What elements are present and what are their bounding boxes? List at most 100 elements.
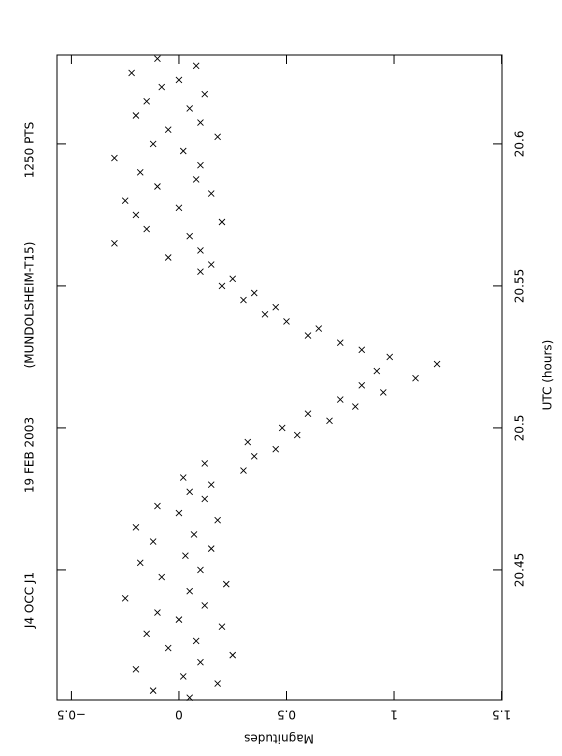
title-part: J4 OCC J1 <box>23 572 37 629</box>
data-point <box>272 303 280 311</box>
data-point <box>186 488 194 496</box>
data-point <box>192 637 200 645</box>
data-point <box>179 474 187 481</box>
data-point <box>132 112 140 119</box>
data-point <box>293 431 301 439</box>
data-point <box>201 495 209 503</box>
title-part: 1250 PTS <box>23 122 37 179</box>
data-point <box>283 318 290 325</box>
data-point <box>175 76 183 84</box>
data-point <box>192 62 200 70</box>
data-point <box>132 523 140 531</box>
data-point <box>197 119 204 126</box>
data-point <box>304 410 312 418</box>
y-tick-label: 0 <box>175 708 183 722</box>
data-point <box>175 204 183 212</box>
data-point <box>128 69 135 77</box>
data-point <box>186 694 194 702</box>
title-part: (MUNDOLSHEIM-T15) <box>23 242 37 369</box>
data-point <box>207 261 215 268</box>
data-point <box>250 452 258 460</box>
data-point <box>261 310 269 318</box>
y-axis-label: Magnitudes <box>244 732 314 746</box>
data-point <box>197 247 204 254</box>
data-point <box>175 509 183 517</box>
data-point <box>272 445 280 453</box>
y-tick-label: −0.5 <box>57 708 86 722</box>
data-point <box>278 424 286 432</box>
data-point <box>229 651 237 659</box>
title-part: 19 FEB 2003 <box>23 417 37 493</box>
data-point <box>111 154 118 162</box>
data-point <box>229 275 237 283</box>
data-point <box>121 595 129 602</box>
data-point <box>336 396 344 403</box>
x-tick-label: 20.5 <box>513 415 527 442</box>
data-point <box>379 389 387 396</box>
data-point <box>154 502 161 510</box>
y-tick-label: 0.5 <box>277 708 296 722</box>
data-point <box>121 197 129 205</box>
data-point <box>207 190 215 197</box>
x-axis-label: UTC (hours) <box>541 340 555 411</box>
data-point <box>154 609 161 616</box>
data-point <box>111 239 118 247</box>
data-point <box>192 176 200 183</box>
data-point <box>164 126 172 134</box>
data-point <box>412 374 419 382</box>
data-point <box>315 325 323 332</box>
data-point <box>218 282 226 290</box>
data-point <box>222 580 230 588</box>
data-point <box>351 403 359 410</box>
data-point <box>214 680 221 687</box>
data-point <box>143 630 151 638</box>
data-point <box>179 673 187 680</box>
data-point <box>240 467 247 474</box>
data-point <box>218 623 226 631</box>
data-point <box>304 332 312 339</box>
data-point <box>149 538 157 545</box>
data-point <box>136 168 144 176</box>
data-point <box>182 552 189 560</box>
data-point <box>201 460 209 467</box>
data-point <box>197 268 204 276</box>
data-point <box>186 587 194 595</box>
data-point <box>201 602 209 609</box>
data-point <box>158 573 166 581</box>
data-point <box>207 545 215 552</box>
x-tick-label: 20.45 <box>513 553 527 587</box>
data-point <box>373 367 381 375</box>
data-point <box>214 133 221 141</box>
data-point <box>250 289 258 297</box>
data-point <box>175 616 183 623</box>
data-point <box>136 559 144 567</box>
data-point <box>218 218 226 226</box>
data-point <box>433 360 441 368</box>
data-point <box>197 566 204 574</box>
data-point <box>158 83 166 91</box>
data-point <box>186 105 194 112</box>
data-point <box>240 296 247 304</box>
data-point <box>386 353 394 361</box>
data-point <box>244 438 252 446</box>
data-point <box>336 339 344 347</box>
data-point <box>132 666 140 673</box>
data-point <box>149 140 157 148</box>
data-point <box>143 225 151 233</box>
data-point <box>190 531 198 538</box>
data-point <box>201 90 209 98</box>
data-point <box>197 658 204 666</box>
y-tick-label: 1.5 <box>492 708 511 722</box>
x-tick-label: 20.55 <box>513 269 527 303</box>
data-point <box>197 161 204 169</box>
y-tick-label: 1 <box>390 708 398 722</box>
data-point <box>358 346 366 354</box>
x-tick-label: 20.6 <box>513 131 527 158</box>
data-point <box>149 687 157 694</box>
data-point <box>132 211 140 219</box>
data-point <box>358 381 366 389</box>
data-point <box>164 254 172 261</box>
data-point <box>207 481 215 489</box>
